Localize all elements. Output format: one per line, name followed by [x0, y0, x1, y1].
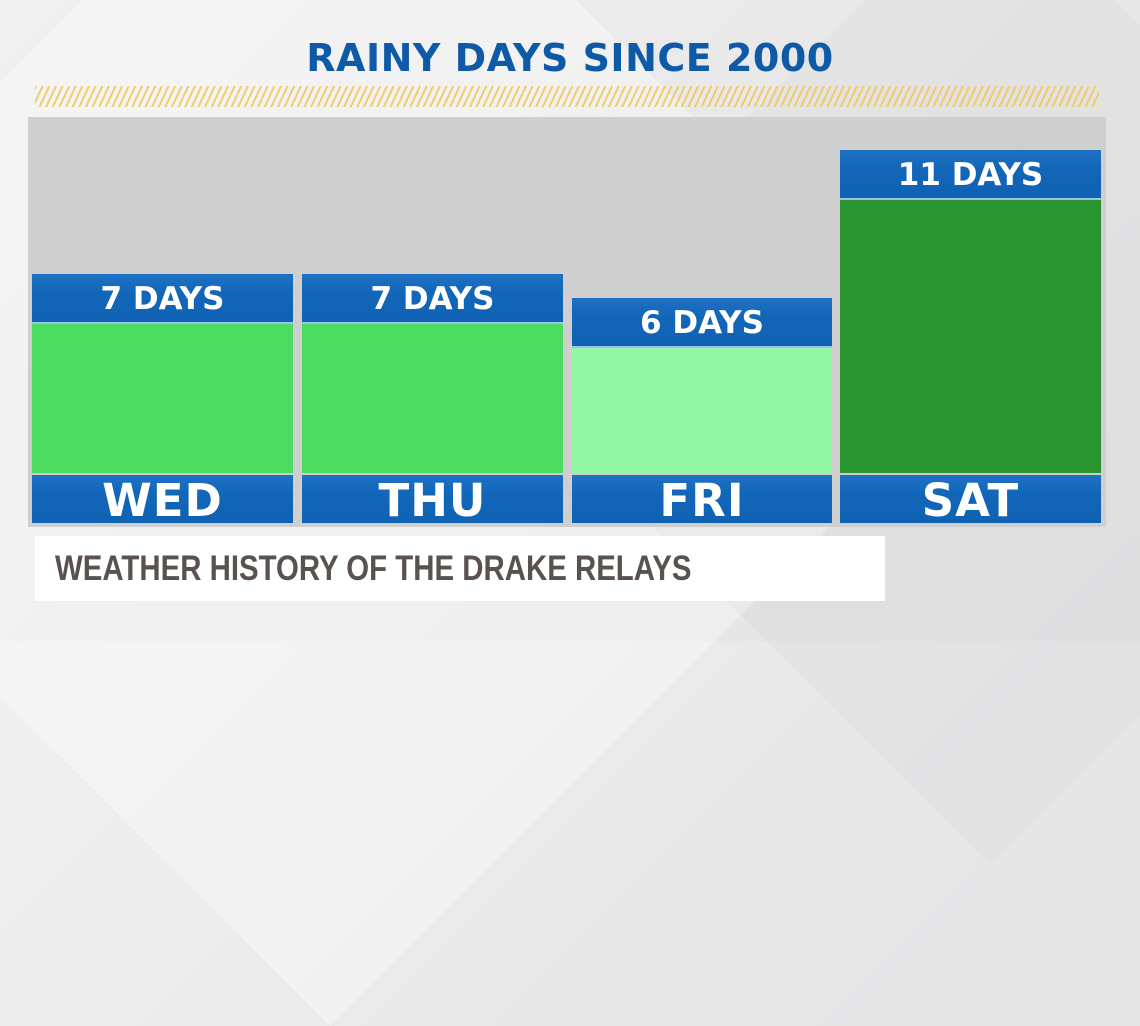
bar-value-label: 11 DAYS	[840, 150, 1101, 200]
chart-panel: 7 DAYS WED 7 DAYS THU 6 DAYS FRI 11 DAYS…	[28, 117, 1106, 527]
bar-fill	[572, 348, 832, 473]
bar-wed: 7 DAYS WED	[32, 117, 293, 527]
bar-fill	[302, 324, 563, 473]
bar-fill	[840, 200, 1101, 473]
bar-sat: 11 DAYS SAT	[840, 117, 1101, 527]
bar-value-label: 7 DAYS	[302, 274, 563, 324]
chart-title: RAINY DAYS SINCE 2000	[306, 36, 834, 80]
decorative-stripe	[35, 86, 1099, 107]
day-label: SAT	[840, 475, 1101, 527]
bar-value-label: 7 DAYS	[32, 274, 293, 324]
bar-fri: 6 DAYS FRI	[572, 117, 832, 527]
day-label: THU	[302, 475, 563, 527]
bar-value-label: 6 DAYS	[572, 298, 832, 348]
bar-fill	[32, 324, 293, 473]
lower-third: WEATHER HISTORY OF THE DRAKE RELAYS	[35, 536, 885, 601]
subtitle-text: WEATHER HISTORY OF THE DRAKE RELAYS	[55, 549, 692, 588]
day-label: WED	[32, 475, 293, 527]
bar-thu: 7 DAYS THU	[302, 117, 563, 527]
day-label: FRI	[572, 475, 832, 527]
